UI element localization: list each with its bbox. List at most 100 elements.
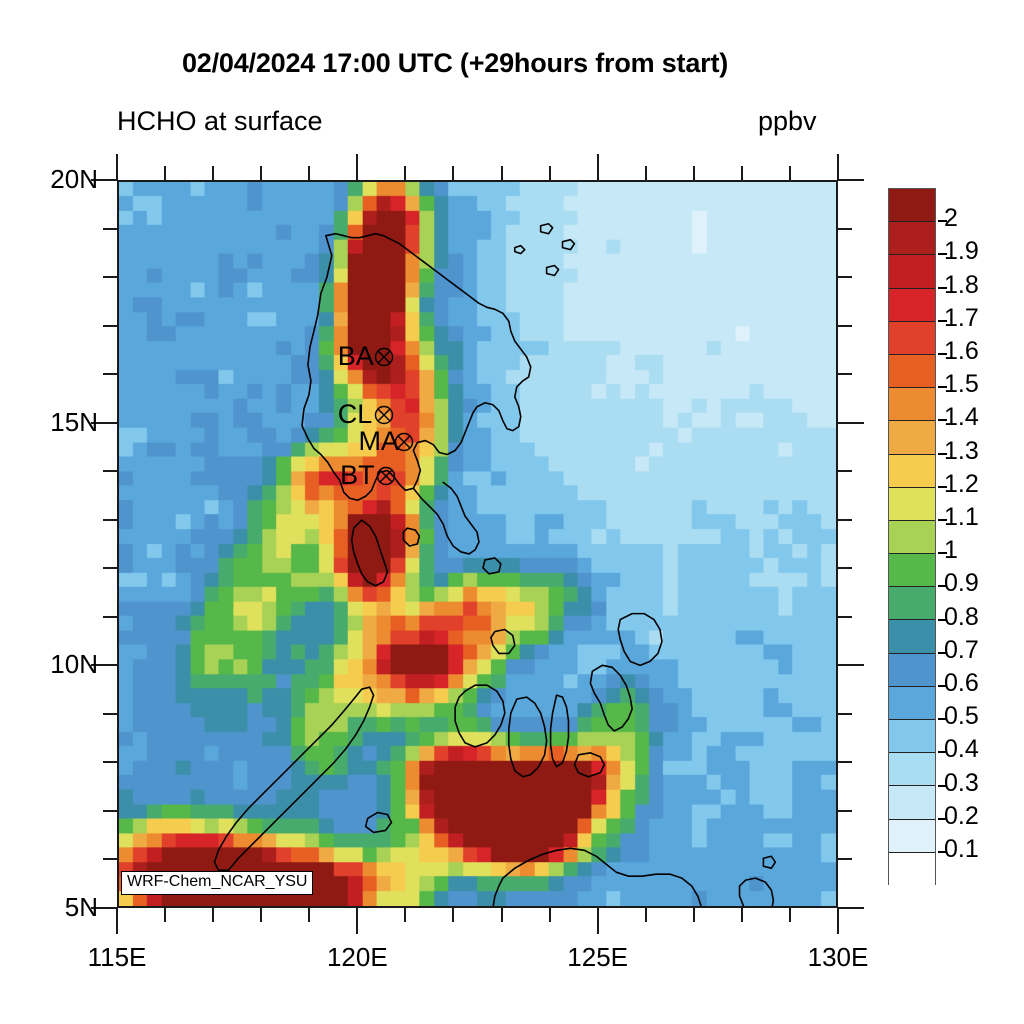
colorbar-tick-label: 1.1 xyxy=(944,503,979,531)
station-label-ma: MA xyxy=(358,426,399,457)
x-minor-tick xyxy=(644,908,647,922)
y-axis-label: 5N xyxy=(64,892,98,922)
colorbar-tick-label: 1.5 xyxy=(944,370,979,399)
model-watermark: WRF-Chem_NCAR_YSU xyxy=(121,871,314,895)
x-minor-tick xyxy=(260,908,263,922)
colorbar-tick xyxy=(938,552,947,555)
colorbar-band-2 xyxy=(889,255,935,289)
x-major-tick xyxy=(116,908,118,934)
x-minor-tick xyxy=(308,908,311,922)
colorbar-tick-label: 0.2 xyxy=(944,801,979,830)
y-minor-tick-right xyxy=(838,470,852,473)
map-plot-area[interactable] xyxy=(117,180,838,908)
y-minor-tick-right xyxy=(838,518,852,521)
colorbar-band-3 xyxy=(889,288,935,322)
colorbar-tick xyxy=(938,685,947,687)
y-minor-tick xyxy=(103,227,117,230)
y-minor-tick xyxy=(103,324,117,327)
colorbar-tick xyxy=(938,751,947,754)
x-minor-tick xyxy=(740,908,743,922)
colorbar-band-15 xyxy=(889,686,935,720)
colorbar-tick-label: 1.3 xyxy=(944,436,979,465)
colorbar-band-20 xyxy=(889,852,935,886)
colorbar-tick xyxy=(938,519,947,521)
colorbar-tick xyxy=(938,784,947,787)
colorbar-tick-label: 0.1 xyxy=(944,835,979,863)
colorbar-band-14 xyxy=(889,653,935,687)
colorbar-tick xyxy=(938,452,947,455)
x-minor-tick xyxy=(212,908,215,922)
station-marker-cl[interactable] xyxy=(374,405,394,425)
x-major-tick-top xyxy=(837,154,839,180)
y-minor-tick xyxy=(103,470,117,473)
x-minor-tick-top xyxy=(548,166,551,180)
x-minor-tick-top xyxy=(404,166,407,180)
colorbar-tick-label: 2 xyxy=(944,204,958,233)
colorbar-band-1 xyxy=(889,222,935,256)
y-minor-tick xyxy=(103,761,117,764)
station-marker-bt[interactable] xyxy=(376,466,396,486)
x-minor-tick-top xyxy=(164,166,167,180)
x-minor-tick-top xyxy=(212,166,215,180)
y-minor-tick-right xyxy=(838,809,852,812)
y-minor-tick-right xyxy=(838,858,852,861)
colorbar-tick xyxy=(938,319,947,322)
colorbar[interactable] xyxy=(888,188,936,886)
colorbar-tick xyxy=(938,220,947,223)
colorbar-tick xyxy=(938,485,947,488)
colorbar-band-12 xyxy=(889,587,935,621)
station-label-bt: BT xyxy=(340,460,375,491)
station-marker-ba[interactable] xyxy=(374,347,394,367)
x-axis-label: 125E xyxy=(567,942,629,972)
y-minor-tick xyxy=(103,518,117,521)
colorbar-band-7 xyxy=(889,421,935,455)
colorbar-tick xyxy=(938,817,947,820)
y-minor-tick xyxy=(103,373,117,376)
colorbar-tick-label: 1.8 xyxy=(944,270,979,299)
colorbar-tick xyxy=(938,419,947,422)
colorbar-tick-label: 0.7 xyxy=(944,635,979,664)
y-minor-tick-right xyxy=(838,324,852,327)
colorbar-band-10 xyxy=(889,520,935,555)
y-major-tick-right xyxy=(838,664,864,667)
colorbar-band-13 xyxy=(889,620,935,654)
y-minor-tick-right xyxy=(838,373,852,376)
x-axis-label: 120E xyxy=(326,942,388,972)
colorbar-band-0 xyxy=(889,189,935,223)
y-major-tick-right xyxy=(838,421,864,424)
colorbar-tick xyxy=(938,585,947,588)
y-axis-label: 20N xyxy=(50,164,98,194)
x-minor-tick-top xyxy=(788,166,791,180)
x-minor-tick-top xyxy=(644,166,647,180)
x-minor-tick xyxy=(404,908,407,922)
colorbar-tick-label: 0.5 xyxy=(944,702,979,731)
x-minor-tick xyxy=(548,908,551,922)
colorbar-band-18 xyxy=(889,786,935,820)
colorbar-tick-label: 1.6 xyxy=(944,337,979,365)
colorbar-band-8 xyxy=(889,454,935,488)
colorbar-tick xyxy=(938,386,947,389)
colorbar-band-19 xyxy=(889,819,935,853)
y-minor-tick-right xyxy=(838,712,852,715)
x-minor-tick-top xyxy=(500,166,503,180)
y-major-tick xyxy=(91,664,117,667)
y-minor-tick-right xyxy=(838,276,852,279)
colorbar-tick xyxy=(938,651,947,654)
colorbar-tick-label: 0.8 xyxy=(944,602,979,631)
colorbar-tick xyxy=(938,353,947,355)
station-label-cl: CL xyxy=(337,399,373,430)
y-minor-tick xyxy=(103,858,117,861)
y-minor-tick xyxy=(103,712,117,715)
y-major-tick xyxy=(91,421,117,424)
colorbar-tick-label: 0.4 xyxy=(944,735,979,764)
colorbar-tick-label: 1.7 xyxy=(944,303,979,332)
x-minor-tick xyxy=(692,908,695,922)
colorbar-tick-label: 0.3 xyxy=(944,768,979,797)
colorbar-tick-label: 1.4 xyxy=(944,403,979,432)
page-title: 02/04/2024 17:00 UTC (+29hours from star… xyxy=(181,48,729,78)
x-major-tick-top xyxy=(116,154,118,180)
coastline-overlay xyxy=(213,222,777,906)
colorbar-band-16 xyxy=(889,720,935,754)
x-major-tick-top xyxy=(596,154,599,180)
station-marker-ma[interactable] xyxy=(394,432,414,452)
